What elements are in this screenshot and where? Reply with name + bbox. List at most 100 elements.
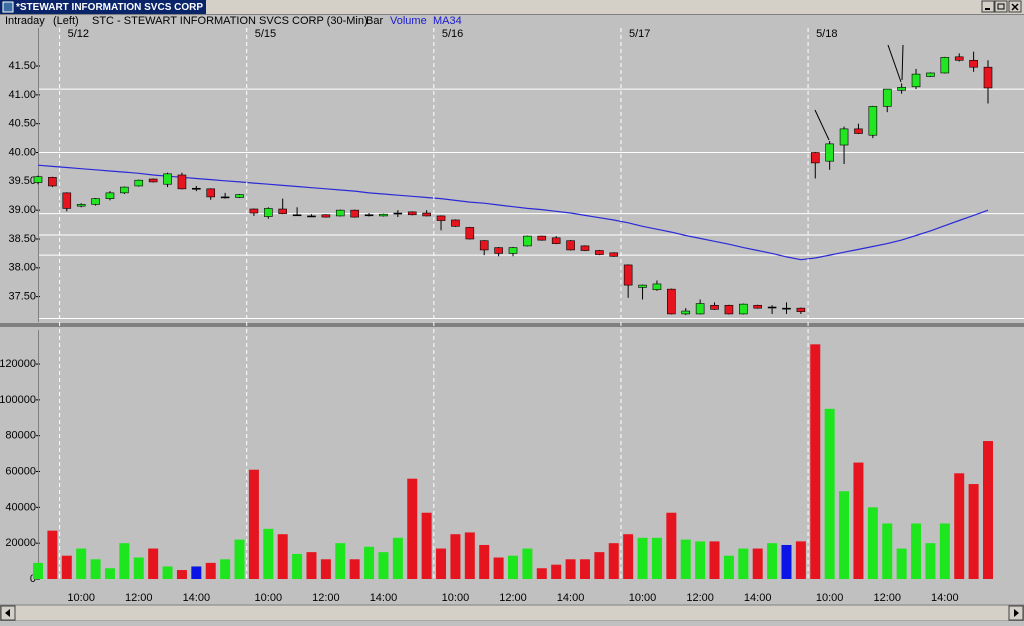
volume-bar xyxy=(33,562,43,579)
x-tick-label: 14:00 xyxy=(183,592,211,604)
volume-bar xyxy=(565,559,576,579)
candle-body xyxy=(62,192,72,209)
candle-body xyxy=(148,178,158,183)
volume-bar xyxy=(47,530,58,579)
volume-bar xyxy=(421,512,432,579)
volume-bar xyxy=(536,568,547,579)
x-tick-label: 12:00 xyxy=(312,592,340,604)
volume-bar xyxy=(594,552,605,579)
volume-bar xyxy=(839,491,850,579)
volume-bar xyxy=(335,543,346,579)
scrollbar[interactable] xyxy=(0,604,1024,622)
session-date: 5/12 xyxy=(68,28,89,40)
volume-bar xyxy=(292,553,303,579)
candle-body xyxy=(76,204,86,207)
volume-bar xyxy=(61,555,72,579)
chart-mode: Intraday xyxy=(5,15,45,27)
x-tick-label: 12:00 xyxy=(686,592,714,604)
candle-body xyxy=(897,87,906,91)
volume-bar xyxy=(450,534,461,579)
candle-body xyxy=(249,208,259,214)
volume-bar xyxy=(162,566,173,579)
volume-bar xyxy=(306,552,317,579)
volume-bar xyxy=(882,523,893,579)
session-date: 5/17 xyxy=(629,28,650,40)
x-tick-label: 10:00 xyxy=(255,592,283,604)
y-tick-label: 41.50 xyxy=(8,60,36,72)
volume-bar xyxy=(867,507,878,579)
window-buttons[interactable] xyxy=(981,0,1022,13)
x-tick-label: 10:00 xyxy=(629,592,657,604)
candle-body xyxy=(278,208,287,214)
y-tick-label: 40.50 xyxy=(8,118,36,130)
candle-body xyxy=(940,57,950,74)
candle-body xyxy=(623,264,633,286)
volume-bar xyxy=(608,543,619,579)
y-tick-label: 38.50 xyxy=(8,233,36,245)
session-date: 5/15 xyxy=(255,28,276,40)
ma-legend: MA34 xyxy=(433,15,462,27)
volume-bar xyxy=(651,537,662,579)
volume-bar xyxy=(752,548,763,579)
volume-bar xyxy=(723,555,734,579)
volume-bar xyxy=(76,548,87,579)
volume-bar xyxy=(939,523,950,579)
candle-body xyxy=(810,152,820,164)
candle-body xyxy=(595,250,604,255)
volume-bar xyxy=(148,548,159,579)
volume-bar xyxy=(968,484,979,579)
volume-bar xyxy=(983,441,993,579)
candle-body xyxy=(580,245,590,251)
candle-body xyxy=(321,214,331,218)
x-tick-label: 12:00 xyxy=(873,592,901,604)
candle-body xyxy=(163,173,172,185)
candle-body xyxy=(854,128,863,134)
volume-bar xyxy=(277,534,288,579)
volume-bar xyxy=(90,559,101,579)
candle-body xyxy=(638,284,647,288)
volume-bar xyxy=(896,548,907,579)
candle-body xyxy=(33,176,43,183)
x-tick-label: 10:00 xyxy=(442,592,470,604)
y-tick-label: 41.00 xyxy=(8,89,36,101)
candle-body xyxy=(609,252,619,257)
candle-body xyxy=(796,307,806,312)
minimize-button[interactable] xyxy=(981,0,995,13)
candle-body xyxy=(882,88,892,107)
annotation-line xyxy=(887,44,904,83)
candle-body xyxy=(379,213,388,217)
volume-bar xyxy=(119,543,130,579)
session-date: 5/16 xyxy=(442,28,463,40)
candle-body xyxy=(695,303,705,315)
candle-body xyxy=(537,235,547,241)
volume-bar xyxy=(695,541,706,579)
candle-body xyxy=(825,143,834,162)
candle-body xyxy=(393,212,403,215)
candle-body xyxy=(335,209,345,217)
x-tick-label: 12:00 xyxy=(499,592,527,604)
volume-bar xyxy=(637,537,648,579)
volume-bar xyxy=(795,541,806,579)
volume-bar xyxy=(911,523,922,579)
y-tick-label: 60000 xyxy=(5,465,36,477)
restore-button[interactable] xyxy=(994,0,1008,13)
candle-body xyxy=(983,66,993,89)
volume-bar xyxy=(205,562,216,579)
volume-bar xyxy=(349,559,360,579)
plot-area: 37.50 38.00 38.50 39.00 39.50 40.00 40.50 41.00… xyxy=(0,28,1024,604)
candle-body xyxy=(710,304,719,310)
volume-bar xyxy=(925,543,936,579)
scroll-left-arrow xyxy=(5,609,10,617)
title-bar-active xyxy=(0,0,206,14)
volume-bar xyxy=(824,408,835,579)
candle-body xyxy=(292,214,302,217)
y-tick-label: 20000 xyxy=(5,537,36,549)
volume-bar xyxy=(263,528,274,579)
candle-body xyxy=(134,179,144,187)
candle-body xyxy=(422,212,431,217)
candle-body xyxy=(724,304,734,315)
volume-bar xyxy=(623,534,634,579)
pane-divider xyxy=(0,323,1024,327)
y-tick-label: 38.00 xyxy=(8,262,36,274)
